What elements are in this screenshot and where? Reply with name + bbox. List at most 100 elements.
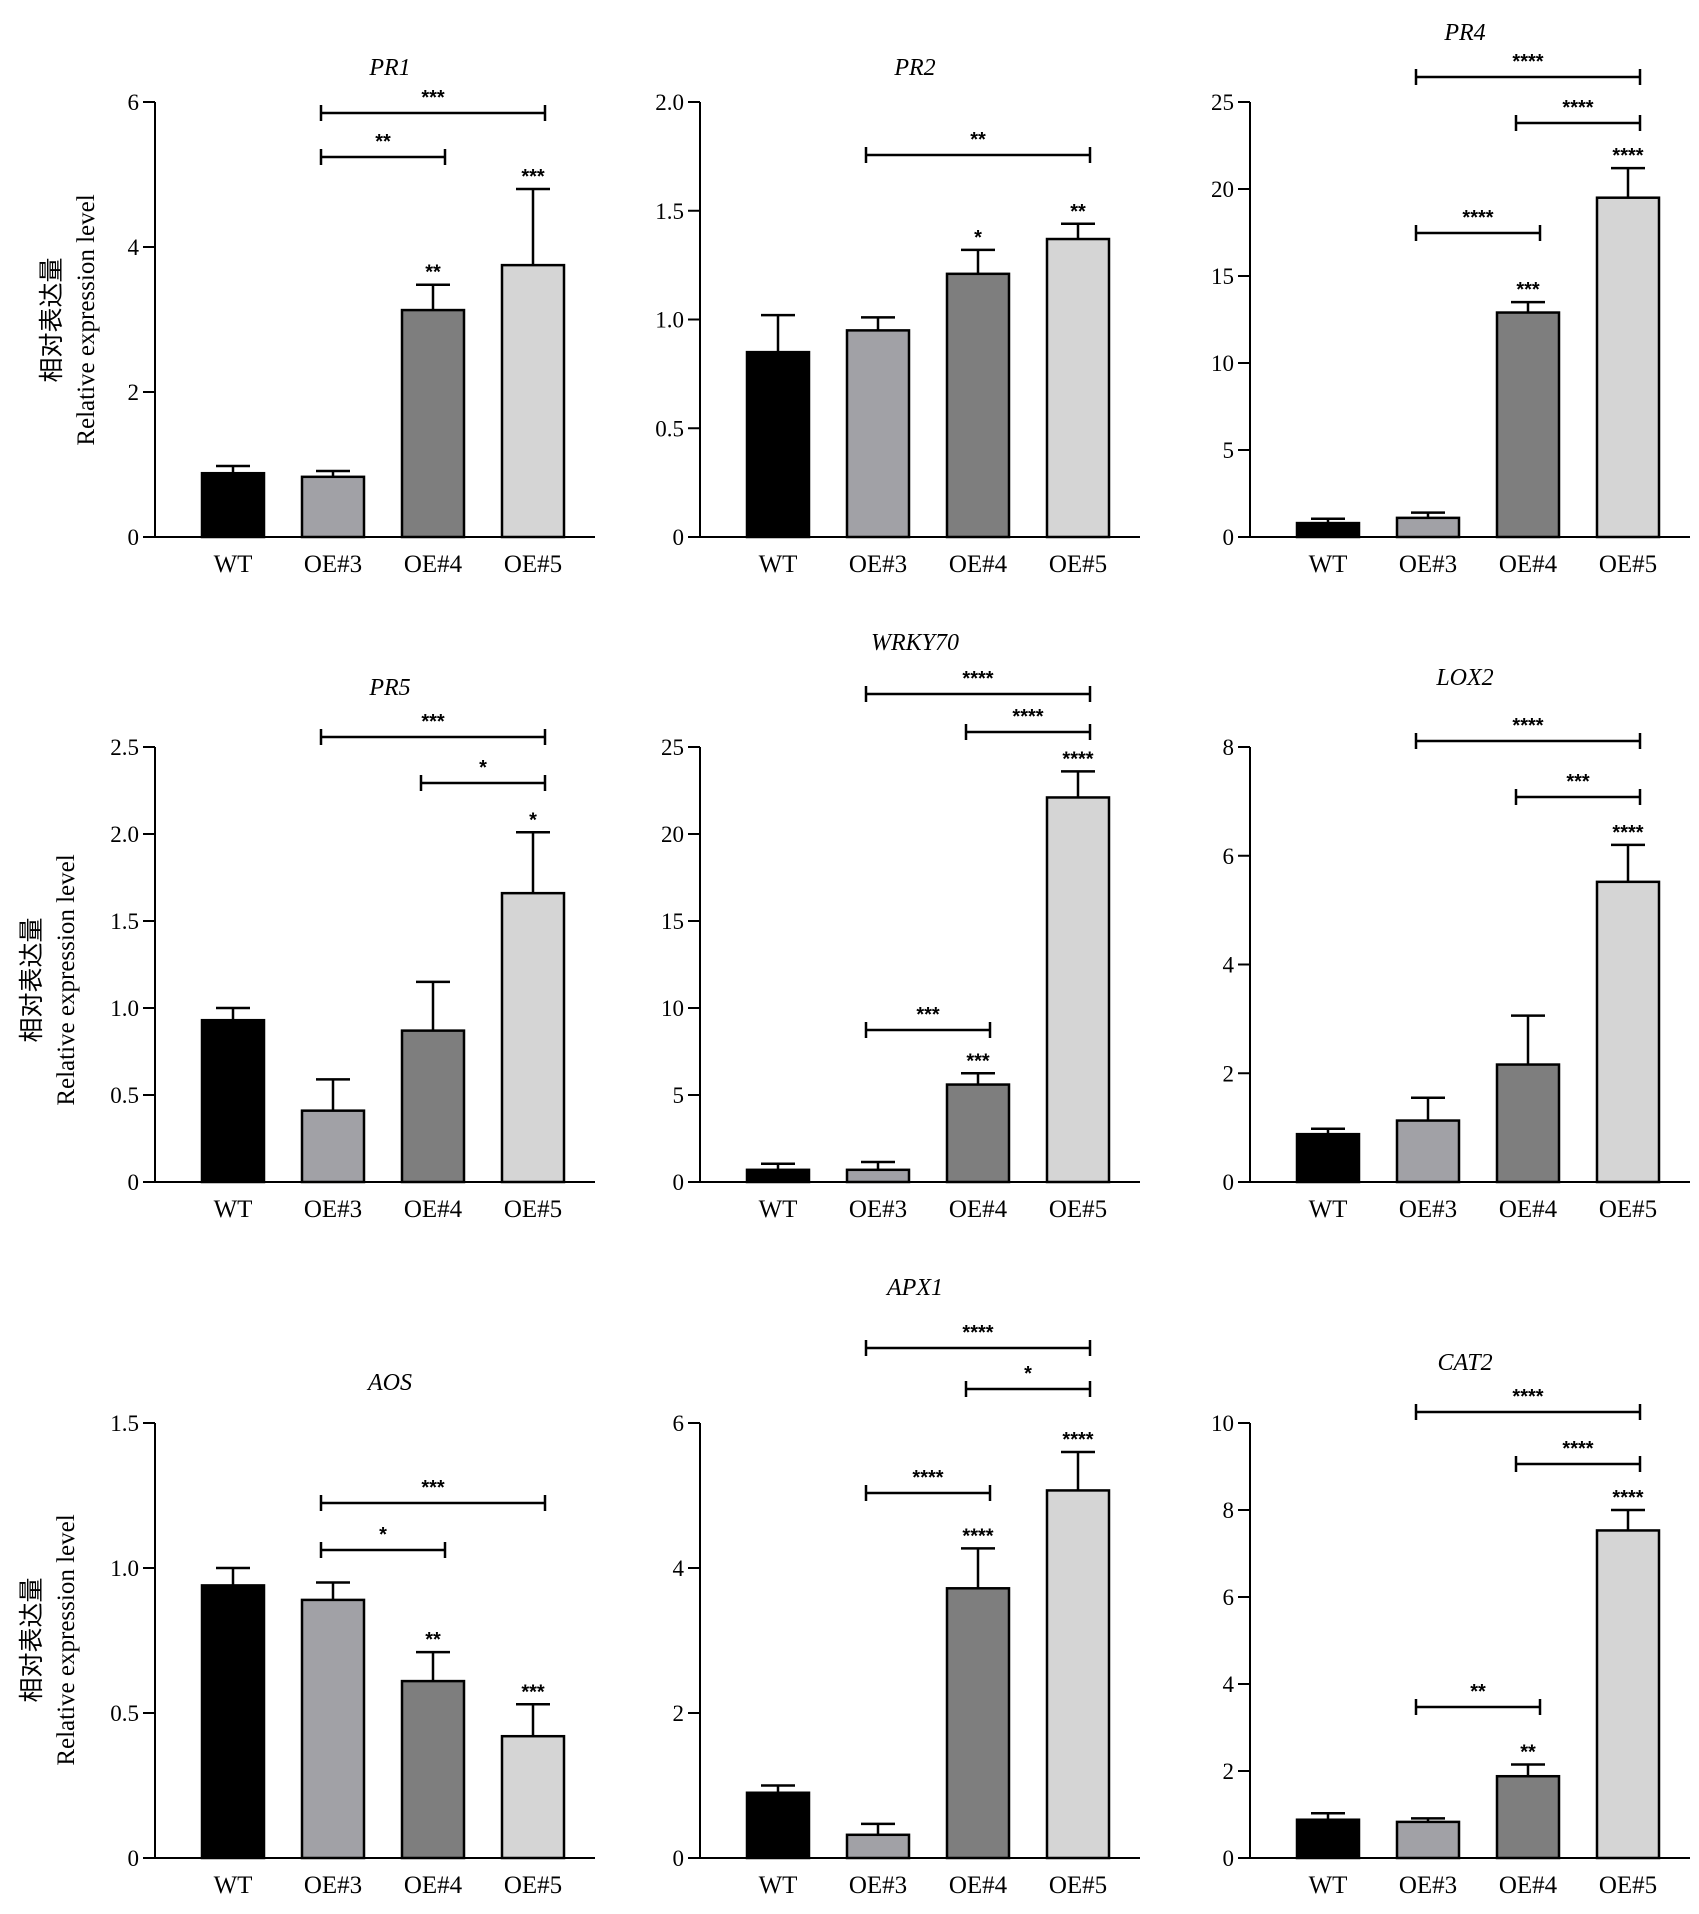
y-tick-label: 1.0 xyxy=(110,1556,139,1581)
y-tick-label: 0.5 xyxy=(655,416,684,441)
bar-wt xyxy=(745,350,811,539)
y-tick-label: 25 xyxy=(661,735,684,760)
bracket-label: * xyxy=(479,757,487,779)
bracket-label: ** xyxy=(970,129,986,151)
y-tick-label: 1.0 xyxy=(110,996,139,1021)
x-tick-label: OE#5 xyxy=(1049,551,1107,578)
bar-oe3 xyxy=(845,1833,911,1860)
y-tick-label: 6 xyxy=(128,90,140,115)
panel-title: LOX2 xyxy=(1435,665,1493,691)
bracket-label: **** xyxy=(1512,715,1543,737)
x-tick-label: OE#4 xyxy=(949,551,1008,578)
y-tick-label: 15 xyxy=(1211,264,1234,289)
bar-wt xyxy=(200,1584,266,1860)
y-axis-label-en: Relative expression level xyxy=(53,854,80,1105)
panel-title: PR4 xyxy=(1443,20,1485,46)
x-tick-label: OE#5 xyxy=(504,1196,562,1223)
y-axis-label-row-1: 相对表达量 Relative expression level xyxy=(38,194,100,445)
x-tick-label: OE#5 xyxy=(504,551,562,578)
significance-mark: **** xyxy=(962,1525,993,1547)
x-tick-label: WT xyxy=(214,551,253,578)
significance-mark: * xyxy=(974,227,982,249)
y-tick-label: 5 xyxy=(1223,438,1235,463)
significance-mark: **** xyxy=(1612,822,1643,844)
x-tick-label: WT xyxy=(214,1872,253,1899)
chart-panel-pr2: PR2 0 0.5 1.0 1.5 2.0 WT OE#3 * OE#4 ** OE#5 ** xyxy=(655,55,1140,578)
y-tick-label: 1.5 xyxy=(655,199,684,224)
panel-title: PR1 xyxy=(368,55,410,81)
significance-mark: *** xyxy=(521,166,545,188)
bracket-label: ** xyxy=(375,131,391,153)
x-tick-label: OE#3 xyxy=(304,1196,362,1223)
bracket-label: **** xyxy=(962,1322,993,1344)
x-tick-label: OE#4 xyxy=(949,1872,1008,1899)
y-tick-label: 2 xyxy=(673,1701,685,1726)
x-tick-label: OE#4 xyxy=(949,1196,1008,1223)
y-tick-label: 8 xyxy=(1223,735,1235,760)
y-tick-label: 1.5 xyxy=(110,909,139,934)
y-tick-label: 10 xyxy=(661,996,684,1021)
panel-title: WRKY70 xyxy=(871,630,959,656)
bar-oe3 xyxy=(300,475,366,539)
significance-mark: *** xyxy=(1516,279,1540,301)
y-tick-label: 15 xyxy=(661,909,684,934)
x-tick-label: OE#3 xyxy=(1399,1872,1457,1899)
y-axis-label-row-3: 相对表达量 Relative expression level xyxy=(18,1514,80,1765)
bar-oe4 xyxy=(400,1029,466,1184)
x-tick-label: OE#5 xyxy=(1049,1872,1107,1899)
bar-oe3 xyxy=(1395,516,1461,539)
y-tick-label: 20 xyxy=(661,822,684,847)
y-tick-label: 2.0 xyxy=(655,90,684,115)
y-tick-label: 0 xyxy=(128,1170,140,1195)
y-tick-label: 25 xyxy=(1211,90,1234,115)
x-tick-label: OE#3 xyxy=(1399,551,1457,578)
bar-oe5 xyxy=(1045,1489,1111,1860)
bracket-label: **** xyxy=(1462,207,1493,229)
y-tick-label: 0 xyxy=(1223,1170,1235,1195)
x-tick-label: WT xyxy=(759,1196,798,1223)
y-tick-label: 20 xyxy=(1211,177,1234,202)
significance-mark: * xyxy=(529,809,537,831)
x-tick-label: OE#4 xyxy=(1499,1872,1558,1899)
significance-mark: ** xyxy=(425,262,441,284)
y-axis-label-row-2: 相对表达量 Relative expression level xyxy=(18,854,80,1105)
significance-mark: *** xyxy=(966,1050,990,1072)
x-tick-label: OE#4 xyxy=(1499,1196,1558,1223)
bar-oe5 xyxy=(500,1734,566,1860)
significance-mark: **** xyxy=(1062,1429,1093,1451)
bar-oe4 xyxy=(1495,311,1561,539)
bar-oe5 xyxy=(500,263,566,539)
y-tick-label: 4 xyxy=(128,235,140,260)
bar-oe3 xyxy=(300,1109,366,1184)
panel-title: PR2 xyxy=(893,55,935,81)
x-tick-label: OE#4 xyxy=(1499,551,1558,578)
x-tick-label: OE#5 xyxy=(1049,1196,1107,1223)
y-tick-label: 0.5 xyxy=(110,1083,139,1108)
bracket-label: *** xyxy=(421,1477,445,1499)
bar-wt xyxy=(745,1168,811,1184)
x-tick-label: OE#5 xyxy=(1599,1872,1657,1899)
significance-mark: **** xyxy=(1062,748,1093,770)
bar-oe4 xyxy=(1495,1063,1561,1184)
x-tick-label: WT xyxy=(214,1196,253,1223)
bar-oe4 xyxy=(945,272,1011,539)
bracket-label: * xyxy=(379,1524,387,1546)
bracket-label: **** xyxy=(1562,1438,1593,1460)
y-tick-label: 6 xyxy=(673,1411,685,1436)
bracket-label: **** xyxy=(962,668,993,690)
y-tick-label: 2 xyxy=(1223,1061,1235,1086)
bar-oe5 xyxy=(1045,796,1111,1184)
bracket-label: *** xyxy=(916,1004,940,1026)
bar-wt xyxy=(1295,1132,1361,1184)
y-tick-label: 0 xyxy=(128,1846,140,1871)
bar-oe4 xyxy=(400,1679,466,1860)
bar-oe5 xyxy=(1595,196,1661,539)
bracket-label: * xyxy=(1024,1363,1032,1385)
y-tick-label: 0 xyxy=(128,525,140,550)
bar-wt xyxy=(200,471,266,539)
y-tick-label: 4 xyxy=(1223,953,1235,978)
panel-title: AOS xyxy=(366,1370,412,1396)
bracket-label: **** xyxy=(912,1467,943,1489)
